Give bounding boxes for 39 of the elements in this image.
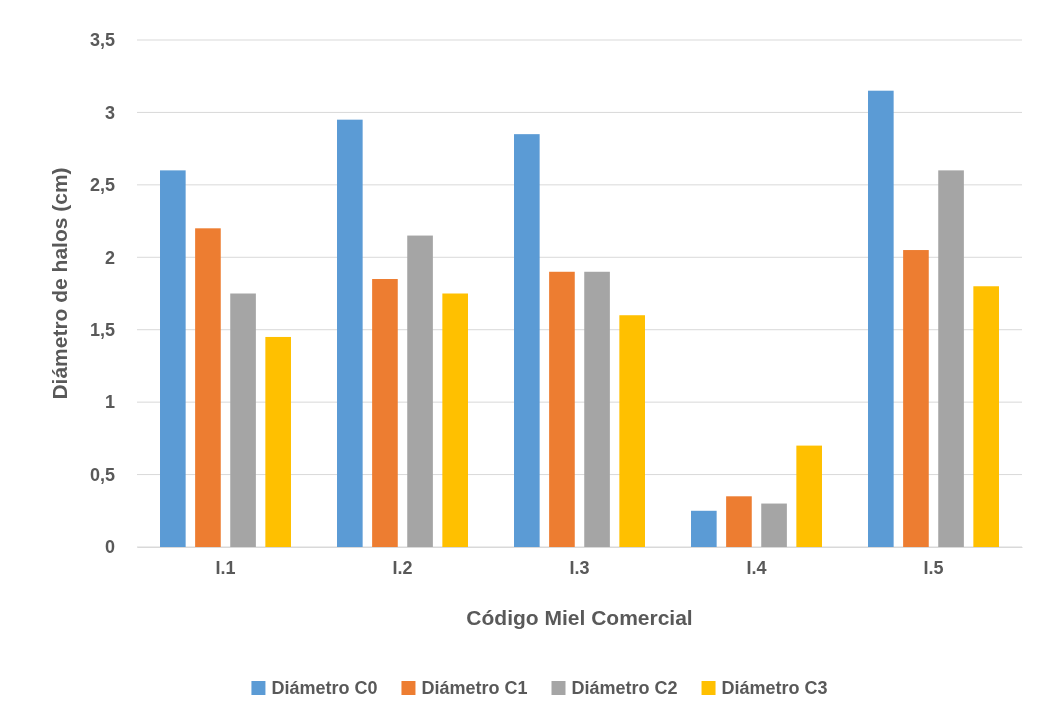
x-axis-title: Código Miel Comercial: [466, 606, 693, 629]
y-tick-label: 0,5: [89, 464, 115, 485]
x-tick-label: I.4: [746, 557, 767, 578]
y-tick-label: 0: [104, 537, 115, 558]
bar: [691, 510, 717, 547]
bar: [230, 293, 256, 547]
bar: [584, 271, 610, 547]
y-tick-label: 2: [104, 247, 115, 268]
bar: [761, 503, 787, 547]
y-tick-label: 2,5: [89, 175, 115, 196]
x-tick-label: I.5: [923, 557, 944, 578]
bar: [442, 293, 468, 547]
legend-label: Diámetro C1: [421, 678, 528, 698]
bar: [337, 119, 363, 547]
bar: [619, 315, 645, 547]
bar: [938, 170, 964, 547]
legend-label: Diámetro C0: [271, 678, 378, 698]
x-tick-label: I.1: [215, 557, 236, 578]
y-axis-title: Diámetro de halos (cm): [48, 167, 71, 400]
bar: [265, 336, 291, 547]
legend-label: Diámetro C2: [571, 678, 678, 698]
bar: [160, 170, 186, 547]
bar: [372, 279, 398, 547]
x-tick-label: I.2: [392, 557, 413, 578]
bar: [195, 228, 221, 547]
y-tick-label: 1,5: [89, 319, 115, 340]
bar: [903, 250, 929, 547]
bar: [726, 496, 752, 547]
bar: [514, 134, 540, 547]
y-tick-label: 1: [104, 392, 115, 413]
bar: [796, 445, 822, 547]
bar: [407, 235, 433, 547]
legend-label: Diámetro C3: [721, 678, 828, 698]
y-tick-label: 3: [104, 102, 115, 123]
x-tick-label: I.3: [569, 557, 590, 578]
bar: [868, 90, 894, 547]
bar: [973, 286, 999, 547]
bar: [549, 271, 575, 547]
y-tick-label: 3,5: [89, 30, 115, 51]
